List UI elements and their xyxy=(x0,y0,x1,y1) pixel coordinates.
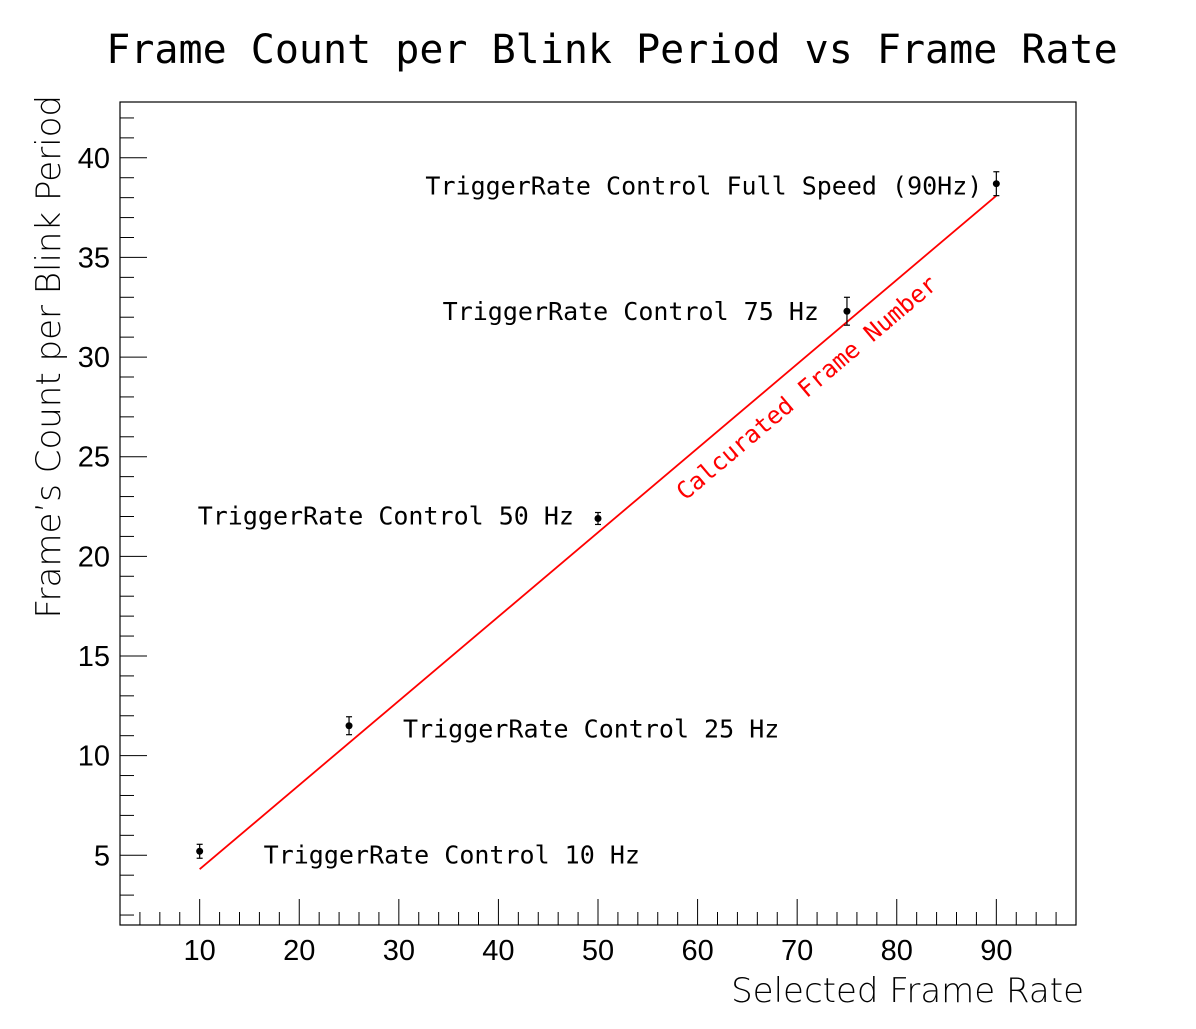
x-tick-label: 40 xyxy=(482,935,514,967)
data-point-label: TriggerRate Control 25 Hz xyxy=(403,715,779,744)
data-point-label: TriggerRate Control 50 Hz xyxy=(198,501,574,530)
chart-title: Frame Count per Blink Period vs Frame Ra… xyxy=(106,27,1117,73)
y-axis-label: Frame’s Count per Blink Period xyxy=(29,95,69,619)
y-tick-label: 35 xyxy=(78,242,110,274)
x-tick-label: 50 xyxy=(582,935,614,967)
data-point-label: TriggerRate Control 10 Hz xyxy=(264,840,640,869)
x-tick-label: 20 xyxy=(283,935,315,967)
x-axis-tick-labels: 10 20 30 40 50 60 70 80 90 xyxy=(184,935,1013,967)
data-point-marker xyxy=(345,722,353,730)
data-point xyxy=(594,511,602,526)
data-point xyxy=(843,296,851,326)
data-point xyxy=(196,843,204,859)
fit-line xyxy=(199,194,997,870)
y-tick-label: 25 xyxy=(78,442,110,474)
x-axis-label: Selected Frame Rate xyxy=(731,971,1084,1011)
x-tick-label: 80 xyxy=(881,935,913,967)
y-tick-label: 30 xyxy=(78,342,110,374)
data-point-label: TriggerRate Control 75 Hz xyxy=(443,297,819,326)
data-point-marker xyxy=(992,180,1000,188)
y-tick-label: 20 xyxy=(78,541,110,573)
data-point-label: TriggerRate Control Full Speed (90Hz) xyxy=(425,172,982,201)
y-tick-label: 5 xyxy=(94,840,110,872)
data-point-labels: TriggerRate Control 10 Hz TriggerRate Con… xyxy=(198,172,983,870)
data-point-marker xyxy=(843,307,851,315)
data-point xyxy=(992,171,1000,197)
data-point-marker xyxy=(594,514,602,522)
x-tick-label: 30 xyxy=(383,935,415,967)
y-axis-tick-labels: 5 10 15 20 25 30 35 40 xyxy=(78,143,110,872)
x-tick-label: 60 xyxy=(681,935,713,967)
y-axis-ticks xyxy=(120,117,147,916)
data-points xyxy=(196,171,1000,859)
y-tick-label: 40 xyxy=(78,143,110,175)
y-tick-label: 10 xyxy=(78,741,110,773)
y-tick-label: 15 xyxy=(78,641,110,673)
data-point xyxy=(345,716,353,736)
x-axis-ticks xyxy=(139,899,1057,925)
data-point-marker xyxy=(196,847,204,855)
x-tick-label: 10 xyxy=(184,935,216,967)
x-tick-label: 70 xyxy=(781,935,813,967)
x-tick-label: 90 xyxy=(980,935,1012,967)
